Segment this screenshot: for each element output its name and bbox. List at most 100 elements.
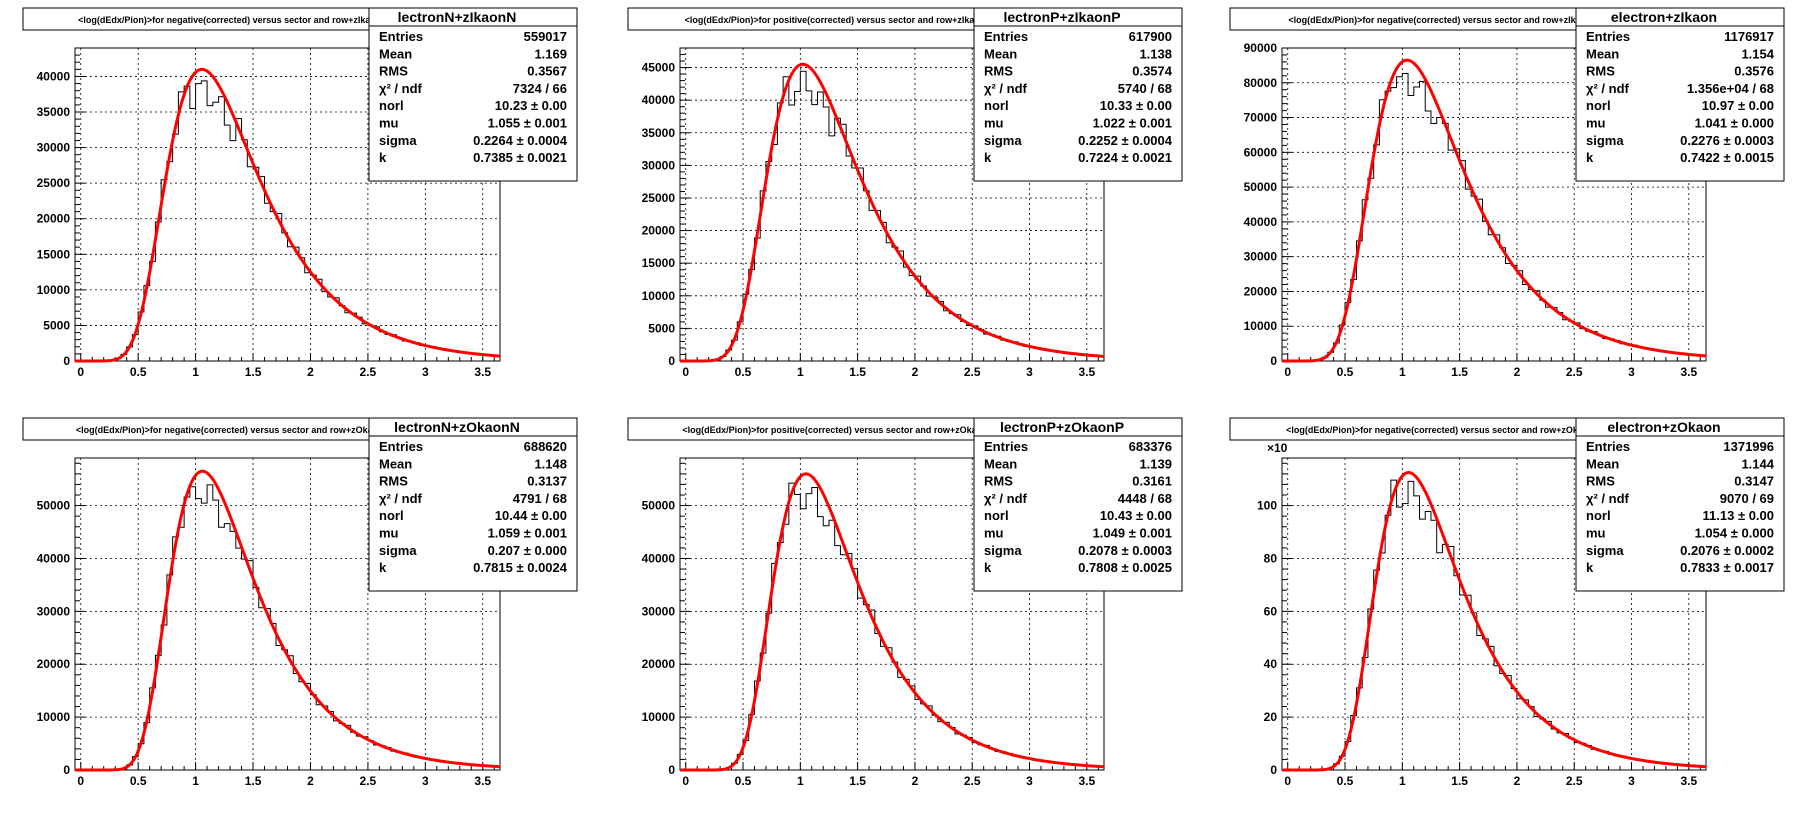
stats-value: 0.2252 ± 0.0004	[1078, 133, 1173, 148]
y-tick-label: 90000	[1244, 41, 1278, 55]
x-tick-label: 0	[1284, 365, 1291, 379]
y-tick-label: 10000	[37, 283, 71, 297]
x-tick-label: 2.5	[964, 365, 981, 379]
stats-label: norl	[379, 98, 404, 113]
stats-value: 683376	[1129, 439, 1172, 454]
stats-label: Mean	[984, 456, 1017, 471]
stats-label: Entries	[379, 29, 423, 44]
stats-label: k	[1586, 560, 1594, 575]
y-multiplier-label: ×10	[1267, 441, 1288, 455]
stats-value: 0.2264 ± 0.0004	[473, 133, 568, 148]
plot-title: <log(dEdx/Pion)>for negative(corrected) …	[76, 425, 390, 435]
x-tick-label: 2.5	[360, 774, 377, 788]
x-tick-label: 3	[1628, 774, 1635, 788]
y-tick-label: 15000	[37, 247, 71, 261]
stats-label: χ² / ndf	[379, 81, 423, 96]
stats-value: 10.23 ± 0.00	[495, 98, 567, 113]
stats-label: Mean	[1586, 46, 1619, 61]
stats-value: 11.13 ± 0.00	[1703, 508, 1774, 523]
fit-curve	[680, 62, 1105, 363]
x-tick-label: 2	[1514, 365, 1521, 379]
stats-name: lectronP+zIkaonP	[1003, 9, 1120, 25]
x-tick-label: 3	[422, 365, 429, 379]
histogram-panel: 0 0.5 1 1.5 2 2.5 3 3.5 0 10000 20000 30000 40000 500…	[627, 417, 1183, 788]
y-tick-label: 30000	[642, 604, 676, 618]
y-tick-label: 50000	[1244, 180, 1278, 194]
x-tick-label: 2	[307, 365, 314, 379]
stats-label: χ² / ndf	[1586, 81, 1630, 96]
stats-label: norl	[1586, 98, 1611, 113]
y-tick-label: 10000	[37, 710, 71, 724]
stats-label: sigma	[1586, 133, 1624, 148]
x-tick-label: 0.5	[130, 774, 147, 788]
x-tick-label: 3	[1026, 365, 1033, 379]
plot-frame	[1281, 47, 1707, 362]
fit-curve	[1282, 471, 1707, 772]
x-tick-label: 1.5	[245, 774, 262, 788]
y-tick-label: 5000	[648, 321, 675, 335]
y-tick-label: 0	[668, 354, 675, 368]
y-tick-label: 100	[1257, 499, 1277, 513]
stats-value: 7324 / 66	[513, 81, 567, 96]
stats-box	[1575, 7, 1785, 182]
stats-value: 10.97 ± 0.00	[1702, 98, 1774, 113]
y-tick-label: 0	[63, 763, 70, 777]
stats-value: 5740 / 68	[1118, 81, 1172, 96]
plot-frame	[679, 47, 1105, 362]
x-tick-label: 2.5	[360, 365, 377, 379]
y-tick-label: 10000	[1244, 319, 1278, 333]
x-tick-label: 1	[797, 365, 804, 379]
stats-value: 0.7224 ± 0.0021	[1078, 150, 1172, 165]
x-tick-label: 1.5	[849, 365, 866, 379]
stats-value: 0.3137	[527, 474, 567, 489]
y-tick-label: 20	[1264, 710, 1278, 724]
stats-label: Entries	[1586, 439, 1630, 454]
histogram-panel: 0 0.5 1 1.5 2 2.5 3 3.5 0 10000 20000 30000 40000 500…	[22, 417, 578, 788]
stats-value: 0.7815 ± 0.0024	[473, 560, 568, 575]
stats-label: χ² / ndf	[1586, 491, 1630, 506]
y-tick-label: 20000	[37, 657, 71, 671]
x-tick-label: 0.5	[1337, 774, 1354, 788]
y-tick-label: 10000	[642, 710, 676, 724]
y-tick-label: 40000	[642, 551, 676, 565]
fit-curve	[75, 469, 501, 772]
axes	[75, 47, 495, 362]
stats-label: Mean	[1586, 456, 1619, 471]
y-tick-label: 0	[63, 354, 70, 368]
x-tick-label: 1	[192, 365, 199, 379]
stats-value: 4791 / 68	[513, 491, 567, 506]
y-tick-label: 25000	[642, 191, 676, 205]
stats-label: norl	[1586, 508, 1611, 523]
stats-value: 617900	[1129, 29, 1172, 44]
stats-label: RMS	[379, 474, 408, 489]
stats-name: lectronN+zOkaonN	[394, 419, 520, 435]
stats-name: electron+zOkaon	[1607, 419, 1720, 435]
y-tick-label: 20000	[642, 224, 676, 238]
stats-value: 0.207 ± 0.000	[488, 543, 567, 558]
y-tick-label: 50000	[37, 499, 71, 513]
plot-frame	[679, 457, 1105, 771]
stats-label: Mean	[984, 46, 1017, 61]
stats-name: lectronN+zIkaonN	[398, 9, 517, 25]
stats-label: k	[379, 150, 387, 165]
plot-frame	[1281, 457, 1707, 771]
x-tick-label: 2	[912, 365, 919, 379]
stats-label: sigma	[984, 543, 1022, 558]
stats-value: 1.041 ± 0.000	[1695, 116, 1774, 131]
stats-box	[973, 417, 1183, 592]
x-tick-label: 3.5	[1078, 365, 1095, 379]
plot-frame	[74, 457, 501, 771]
x-tick-label: 3.5	[1078, 774, 1095, 788]
x-tick-label: 1	[1399, 774, 1406, 788]
stats-label: χ² / ndf	[984, 81, 1028, 96]
stats-value: 9070 / 69	[1720, 491, 1774, 506]
stats-value: 1.154	[1741, 46, 1774, 61]
stats-label: Mean	[379, 46, 412, 61]
x-tick-label: 0.5	[1337, 365, 1354, 379]
stats-label: mu	[1586, 116, 1606, 131]
stats-value: 0.7833 ± 0.0017	[1680, 560, 1774, 575]
x-tick-label: 3.5	[1680, 365, 1697, 379]
stats-label: k	[379, 560, 387, 575]
stats-value: 10.33 ± 0.00	[1100, 98, 1172, 113]
stats-label: χ² / ndf	[379, 491, 423, 506]
